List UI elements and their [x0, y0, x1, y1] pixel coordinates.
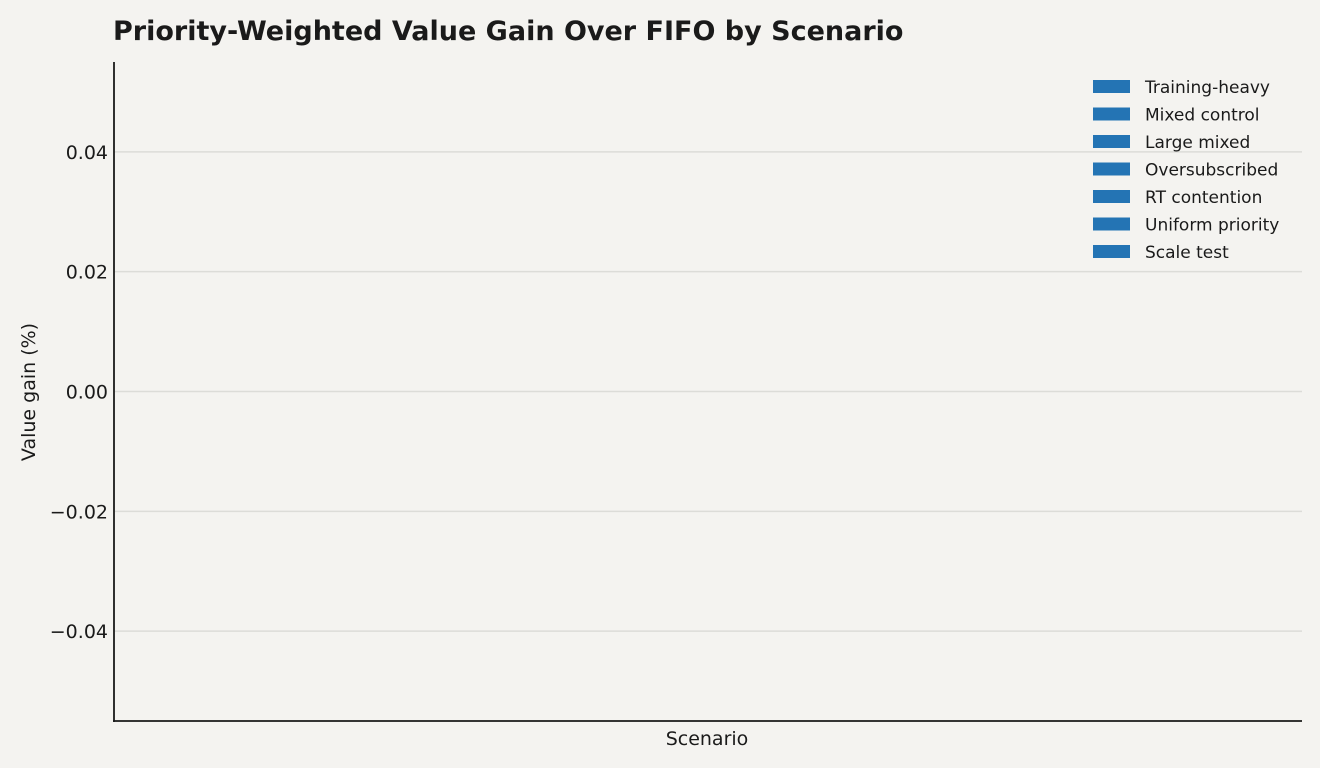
y-tick-label: 0.04: [66, 142, 108, 164]
legend-item: Scale test: [1093, 243, 1229, 263]
y-tick-label: −0.02: [50, 501, 108, 523]
y-axis-ticks: 0.04 0.02 0.00 −0.02 −0.04: [50, 142, 108, 643]
legend-label: RT contention: [1145, 188, 1262, 208]
legend-swatch: [1093, 190, 1130, 203]
legend-swatch: [1093, 107, 1130, 121]
legend-label: Uniform priority: [1145, 216, 1279, 236]
legend-label: Mixed control: [1145, 106, 1260, 126]
legend-item: Uniform priority: [1093, 216, 1279, 236]
x-axis-label: Scenario: [666, 728, 749, 750]
legend: Training-heavy Mixed control Large mixed Ov…: [1093, 78, 1279, 263]
legend-item: Training-heavy: [1093, 78, 1270, 98]
gridlines: [114, 151, 1302, 632]
y-tick-label: 0.02: [66, 262, 108, 284]
legend-swatch: [1093, 162, 1130, 176]
y-axis-label: Value gain (%): [18, 323, 40, 461]
legend-swatch: [1093, 80, 1130, 93]
y-tick-label: 0.00: [66, 382, 108, 404]
legend-item: Oversubscribed: [1093, 161, 1278, 181]
y-tick-label: −0.04: [50, 621, 108, 643]
legend-item: RT contention: [1093, 188, 1262, 208]
legend-swatch: [1093, 135, 1130, 148]
legend-label: Scale test: [1145, 243, 1229, 263]
chart-title: Priority-Weighted Value Gain Over FIFO b…: [113, 16, 903, 47]
legend-swatch: [1093, 217, 1130, 231]
legend-label: Large mixed: [1145, 133, 1250, 153]
legend-item: Mixed control: [1093, 106, 1260, 126]
legend-label: Oversubscribed: [1145, 161, 1278, 181]
legend-item: Large mixed: [1093, 133, 1250, 153]
legend-swatch: [1093, 245, 1130, 258]
legend-label: Training-heavy: [1144, 78, 1270, 98]
